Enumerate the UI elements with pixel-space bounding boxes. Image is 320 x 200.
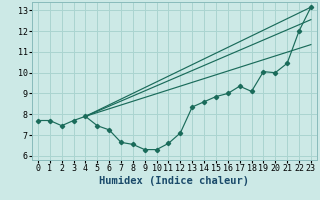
X-axis label: Humidex (Indice chaleur): Humidex (Indice chaleur) [100, 176, 249, 186]
